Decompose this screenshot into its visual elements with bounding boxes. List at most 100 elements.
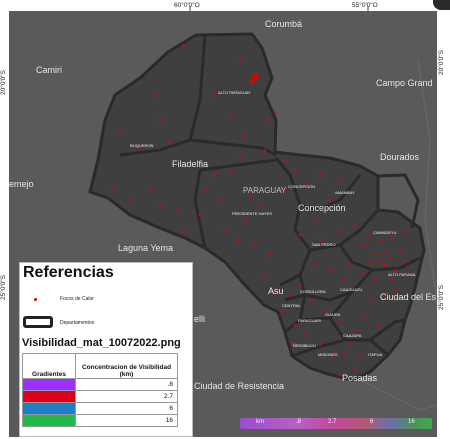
fire-point [328,268,332,272]
fire-point [183,228,187,232]
fire-point [313,218,317,222]
fire-point [393,268,397,272]
scale-label-km: km [256,419,264,425]
fire-point [283,158,287,162]
fire-point [213,93,217,97]
fire-point [198,213,202,217]
fire-point [382,248,386,252]
fire-point [266,118,270,122]
dept-border [298,249,374,302]
dept-border [193,169,207,249]
fire-point [268,253,272,257]
fire-point [313,263,317,267]
fire-point [360,270,364,274]
fire-point [243,218,247,222]
gradient-swatch [22,402,76,415]
city-label-camiri: Camiri [36,65,62,75]
dept-label-alto-parana: ALTO PARANA [388,272,416,277]
gradient-table: Gradientes Concentracion de Visibilidad … [22,353,178,427]
coord-top-55: 55°0'0"O [352,2,378,9]
scale-label-16: 16 [408,419,415,425]
fire-point [323,308,327,312]
gradient-table-header: Gradientes Concentracion de Visibilidad … [22,353,178,379]
fire-point [203,188,207,192]
visibility-scale-bar: km .8 2.7 6 16 [240,418,432,429]
coord-top-60: 60°0'0"O [174,2,200,9]
fire-point [370,298,374,302]
coord-left-25: 25°0'0"S [0,275,7,300]
fire-point [298,283,302,287]
fire-point [376,323,380,327]
fire-point [403,260,407,264]
fire-point [293,323,297,327]
paraguay-country [88,32,426,382]
fire-point [236,238,240,242]
fire-point [390,233,394,237]
fire-point [333,353,337,357]
gradient-value: 2.7 [75,390,178,403]
fire-point [298,233,302,237]
dept-label-concepcion: CONCEPCION [288,184,316,189]
logo-badge [433,0,450,10]
fire-point [338,228,342,232]
fire-point [343,278,347,282]
fire-point [318,173,322,177]
fire-point [263,148,267,152]
fire-point [228,113,232,117]
city-label-yemo: emejo [9,179,34,189]
gradient-swatch [22,390,76,403]
fire-point-symbol [34,298,37,301]
fire-point [383,263,387,267]
fire-point [408,273,412,277]
gradient-swatch [22,414,76,427]
fire-point [348,343,352,347]
coord-right-25: 25°0'0"S [438,285,445,310]
fire-point [378,238,382,242]
fire-point [303,333,307,337]
fire-point [228,168,232,172]
fire-point [148,188,152,192]
visibility-layer-title: Visibilidad_mat_10072022.png [22,337,181,349]
city-label-corumba: Corumbá [265,19,303,29]
dept-border [189,138,277,157]
fire-point [280,308,284,312]
dept-label-amambay: AMAMBAY [335,190,355,195]
fire-point [353,328,357,332]
fire-point [293,168,297,172]
fire-point [253,243,257,247]
dept-label-canindeyu: CANINDEYU [373,230,397,235]
city-label-asuncion: Asu [268,286,284,296]
fire-point [182,43,186,47]
gradient-row: 6 [22,402,178,415]
fire-point [393,288,397,292]
fire-points [110,43,412,377]
scale-label-0-8: .8 [296,419,302,425]
fire-point [353,223,357,227]
city-label-resistencia: Ciudad de Resistencia [194,381,285,391]
legend-panel: Referencias Focos de Calor Departamentos… [19,262,193,437]
dept-label-guaira: GUAIRA [325,312,341,317]
fire-point [383,293,387,297]
fire-point [283,188,287,192]
fire-point [158,203,162,207]
fire-point [258,203,262,207]
fire-point [343,350,347,354]
dept-label-alto-paraguay: ALTO PARAGUAY [218,90,251,95]
fire-point [168,140,172,144]
fire-point [388,256,392,260]
fire-point [110,186,114,190]
fire-point [358,353,362,357]
gradient-column-header: Gradientes [22,353,76,379]
fire-point [318,238,322,242]
fire-point [368,260,372,264]
concentration-column-header: Concentracion de Visibilidad (km) [75,353,178,379]
dept-label-neembucu: ÑEEMBUCU [293,343,316,348]
gradient-row: 2.7 [22,390,178,403]
gradient-value: 6 [75,402,178,415]
dept-border [274,157,362,212]
fire-point [348,263,352,267]
fire-point [273,110,277,114]
city-label-ciudad-del-este: Ciudad del Es [380,292,437,302]
country-label-paraguay: PARAGUAY [243,186,287,195]
